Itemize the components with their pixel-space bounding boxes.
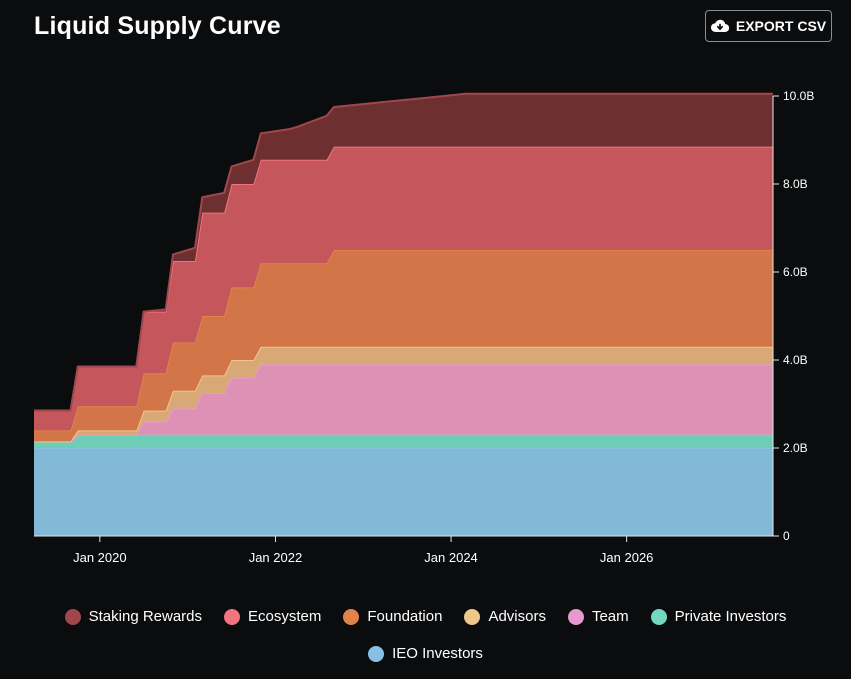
x-tick-label: Jan 2026 <box>600 550 654 565</box>
legend-label: Team <box>591 608 629 625</box>
chart-legend: Staking Rewards Ecosystem Foundation Adviso… <box>0 608 851 662</box>
legend-label: Foundation <box>367 608 443 625</box>
chart-axes: 0 2.0B 4.0B 6.0B 8.0B 10.0B Jan 2020 Jan 2022 Ja… <box>34 89 814 565</box>
page-title: Liquid Supply Curve <box>34 12 281 40</box>
area-ecosystem <box>34 146 773 431</box>
line-staking-rewards <box>34 92 773 412</box>
legend-swatch <box>464 608 481 625</box>
legend-item-private-investors[interactable]: Private Investors <box>650 608 787 625</box>
legend-swatch <box>224 608 241 625</box>
legend-label: Advisors <box>488 608 546 625</box>
area-ieo-investors <box>34 448 773 536</box>
legend-item-staking-rewards[interactable]: Staking Rewards <box>64 608 203 625</box>
legend-item-foundation[interactable]: Foundation <box>343 608 442 625</box>
x-tick-label: Jan 2024 <box>424 550 478 565</box>
legend-swatch <box>368 645 385 662</box>
legend-label: Staking Rewards <box>88 608 203 625</box>
legend-label: Ecosystem <box>248 608 322 625</box>
y-tick-label: 2.0B <box>783 441 808 455</box>
area-foundation <box>34 250 773 442</box>
area-private-investors <box>34 434 773 448</box>
x-tick-label: Jan 2022 <box>249 550 303 565</box>
export-csv-label: EXPORT CSV <box>735 18 827 34</box>
legend-label: IEO Investors <box>392 645 483 662</box>
y-tick-label: 0 <box>783 529 790 543</box>
legend-swatch <box>650 608 667 625</box>
legend-item-ecosystem[interactable]: Ecosystem <box>224 608 321 625</box>
area-team <box>34 364 773 442</box>
legend-swatch <box>567 608 584 625</box>
legend-swatch <box>64 608 81 625</box>
supply-chart: 0 2.0B 4.0B 6.0B 8.0B 10.0B Jan 2020 Jan 2022 Ja… <box>34 89 814 565</box>
legend-label: Private Investors <box>674 608 787 625</box>
y-tick-label: 4.0B <box>783 353 808 367</box>
x-tick-label: Jan 2020 <box>73 550 127 565</box>
y-tick-label: 10.0B <box>783 89 814 103</box>
chart-areas <box>34 92 773 536</box>
legend-item-advisors[interactable]: Advisors <box>464 608 546 625</box>
y-tick-label: 8.0B <box>783 177 808 191</box>
export-csv-button[interactable]: EXPORT CSV <box>705 10 832 42</box>
y-tick-label: 6.0B <box>783 265 808 279</box>
cloud-download-icon <box>710 19 729 33</box>
legend-swatch <box>343 608 360 625</box>
legend-item-ieo-investors[interactable]: IEO Investors <box>368 645 483 662</box>
area-advisors <box>34 346 773 442</box>
legend-item-team[interactable]: Team <box>567 608 629 625</box>
